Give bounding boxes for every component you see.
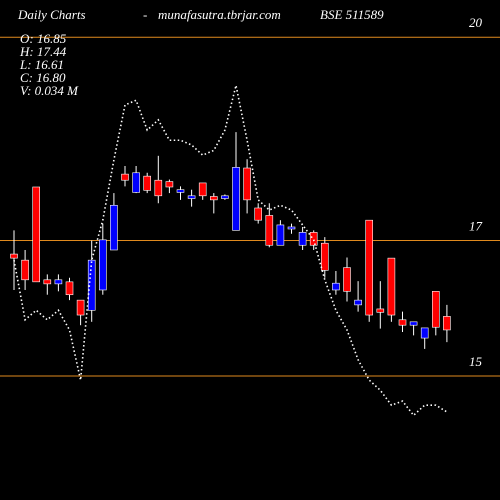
info-line: L: 16.61 [19, 57, 64, 72]
info-line: H: 17.44 [19, 44, 67, 59]
candle-body [232, 167, 240, 231]
y-tick-label: 15 [469, 354, 483, 369]
candle-body [154, 179, 163, 197]
candle-body [309, 232, 318, 246]
candle-body [110, 204, 118, 251]
candle-body [387, 257, 396, 316]
candle-body [287, 226, 296, 230]
info-line: O: 16.85 [20, 31, 67, 46]
candle-body [176, 189, 185, 193]
site: munafasutra.tbrjar.com [158, 7, 281, 22]
candle-body [143, 175, 151, 191]
candle-body [198, 182, 207, 197]
chart-title: Daily Charts [17, 7, 86, 22]
candle-body [343, 267, 351, 292]
candle-body [332, 282, 340, 291]
candle-body [21, 259, 29, 281]
candle-body [76, 299, 85, 316]
info-line: V: 0.034 M [20, 83, 79, 98]
y-tick-label: 20 [469, 15, 483, 30]
candle-body [210, 196, 218, 201]
candle-body [409, 321, 418, 326]
candle-body [43, 279, 52, 285]
candle-body [243, 167, 251, 201]
candle-body [420, 327, 429, 339]
info-line: C: 16.80 [20, 70, 66, 85]
candle-body [265, 215, 274, 246]
candle-body [54, 279, 63, 285]
candle-body [376, 308, 385, 313]
candle-body [276, 224, 285, 246]
candle-body [132, 172, 140, 193]
candle-body [320, 242, 329, 271]
candle-body [99, 239, 107, 291]
candle-body [398, 319, 407, 326]
dotted-line [13, 85, 448, 417]
candle-body [431, 291, 440, 328]
candle-body [65, 281, 74, 296]
candle-body [165, 181, 174, 188]
candle-body [298, 232, 307, 246]
candle-body [365, 219, 374, 316]
candle-body [87, 259, 96, 311]
candle-body [254, 207, 262, 221]
candle-body [443, 316, 451, 331]
candle-body [121, 173, 129, 181]
separator: - [143, 7, 147, 22]
candle-body [187, 195, 196, 199]
candle-body [32, 186, 41, 283]
candle-body [354, 299, 362, 306]
candle-body [221, 195, 229, 199]
candle-body [10, 253, 18, 259]
symbol: BSE 511589 [320, 7, 384, 22]
y-tick-label: 17 [469, 218, 483, 233]
